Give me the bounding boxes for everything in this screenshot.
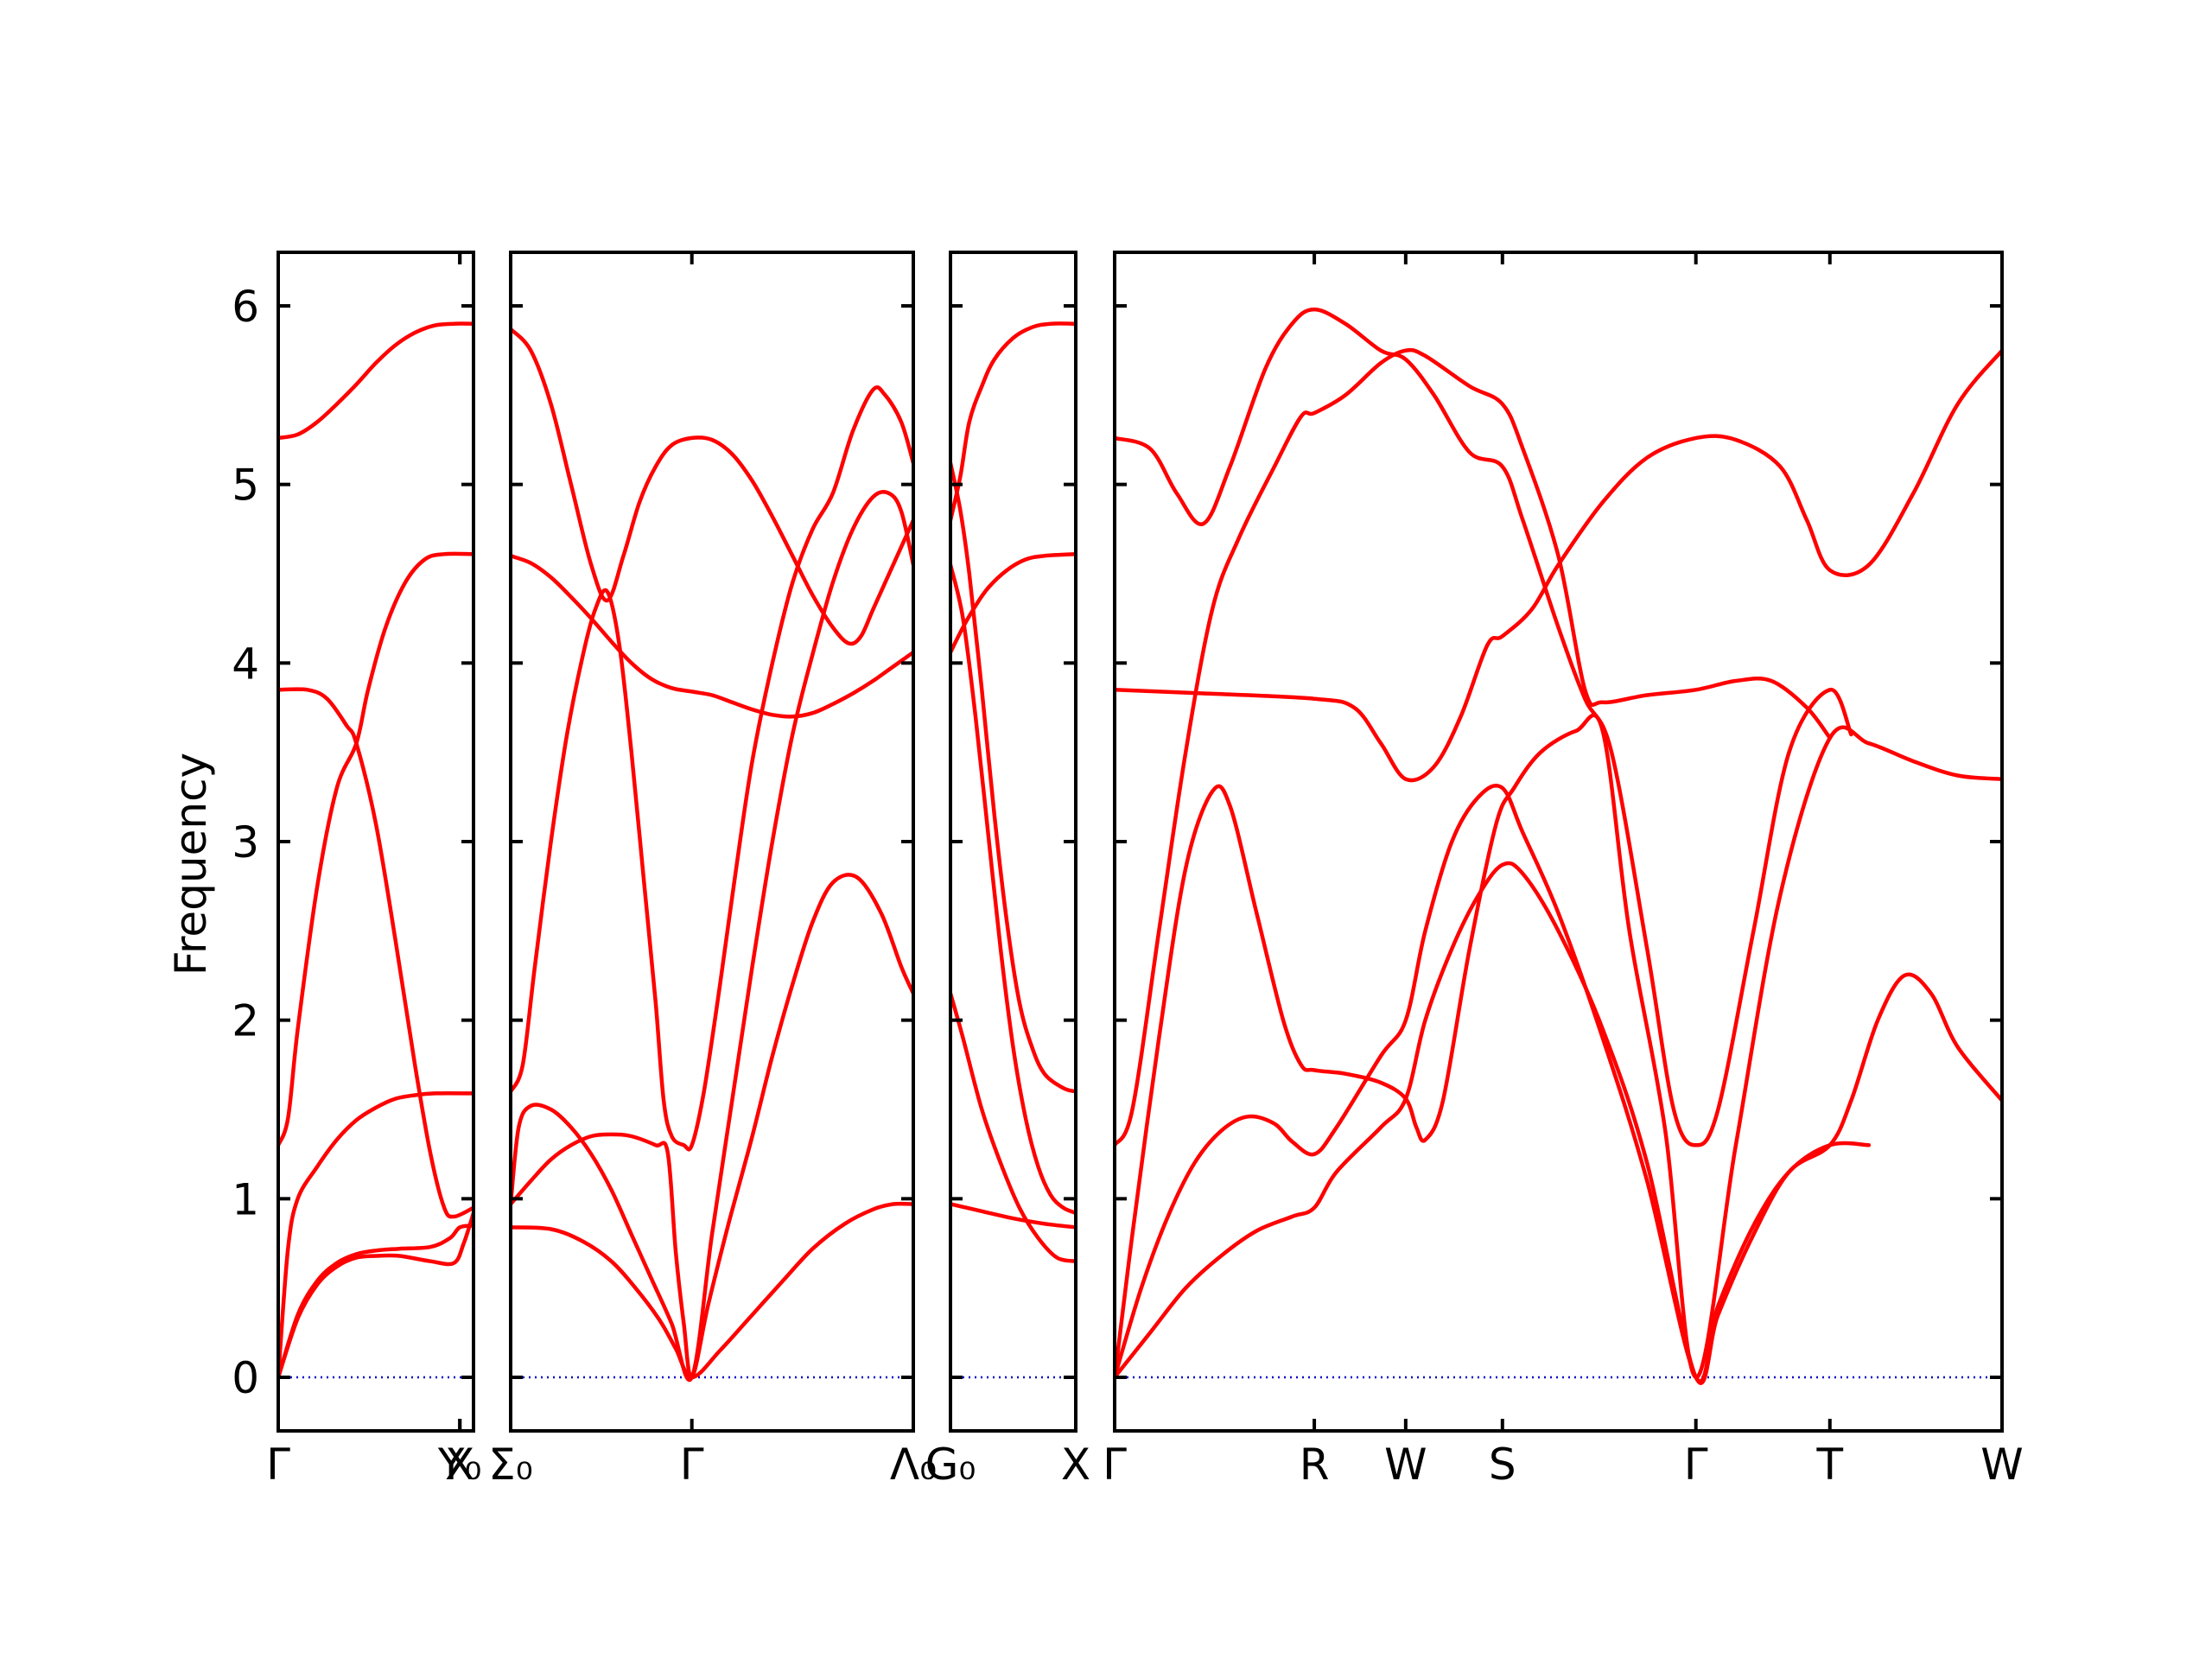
panel-2: Σ₀ Γ Λ₀ <box>488 251 937 1490</box>
x-tick-label: Γ <box>266 1440 290 1490</box>
band-line-4 <box>278 551 474 1147</box>
band-line-4 <box>511 385 913 1152</box>
band-line-5 <box>278 687 474 1219</box>
x-tick-label: X <box>445 1440 474 1490</box>
x-tick-label: T <box>1815 1440 1843 1490</box>
y-tick-label: 3 <box>232 817 259 868</box>
band-line-3 <box>511 490 913 1382</box>
band-line-1 <box>278 1224 474 1380</box>
x-tick-label: Γ <box>680 1440 704 1490</box>
y-tick-label: 4 <box>232 639 259 689</box>
band-line-6 <box>278 321 474 441</box>
x-tick-label: Σ₀ <box>488 1440 533 1490</box>
y-tick-label: 6 <box>232 282 259 332</box>
band-line-2 <box>950 991 1076 1263</box>
x-tick-label: X <box>1061 1440 1090 1490</box>
band-line-3 <box>278 1091 474 1380</box>
band-group <box>511 327 913 1382</box>
band-line-5 <box>950 321 1076 523</box>
x-tick-label: R <box>1300 1440 1330 1490</box>
band-line-6 <box>950 461 1076 1094</box>
x-tick-label: Y₀ <box>437 1440 482 1490</box>
x-tick-label: S <box>1489 1440 1516 1490</box>
x-tick-label: Γ <box>1103 1440 1127 1490</box>
x-tick-label: Λ₀ <box>890 1440 937 1490</box>
x-tick-label: W <box>1980 1440 2023 1490</box>
x-tick-label: Γ <box>1684 1440 1708 1490</box>
x-tick-label: G₀ <box>925 1440 976 1490</box>
band-line-5 <box>511 554 913 719</box>
y-tick-label: 2 <box>232 996 259 1046</box>
band-line-1 <box>1115 861 2002 1385</box>
panel-frame <box>1113 251 2004 1433</box>
band-line-1 <box>511 1201 913 1380</box>
band-line-6 <box>1115 307 1853 1147</box>
panel-1: 0 1 2 3 4 5 6 Γ XY₀ <box>232 251 482 1490</box>
y-tick-label: 1 <box>232 1174 259 1224</box>
panel-3: G₀ X <box>925 251 1090 1490</box>
band-line-4 <box>950 563 1076 1216</box>
band-group <box>1115 307 2002 1385</box>
y-tick-label: 5 <box>232 461 259 511</box>
band-group <box>950 321 1076 1263</box>
band-line-1 <box>950 1202 1076 1230</box>
x-tick-label: W <box>1384 1440 1427 1490</box>
band-line-5 <box>1115 348 2002 783</box>
band-line-3 <box>1115 713 2002 1380</box>
band-line-6 <box>511 327 913 646</box>
y-axis-label: Frequency <box>166 753 216 976</box>
band-group <box>278 321 474 1380</box>
band-line-2 <box>1115 784 1872 1383</box>
band-line-4 <box>1115 347 1833 1147</box>
band-line-2 <box>278 1211 474 1380</box>
y-tick-label: 0 <box>232 1353 259 1403</box>
